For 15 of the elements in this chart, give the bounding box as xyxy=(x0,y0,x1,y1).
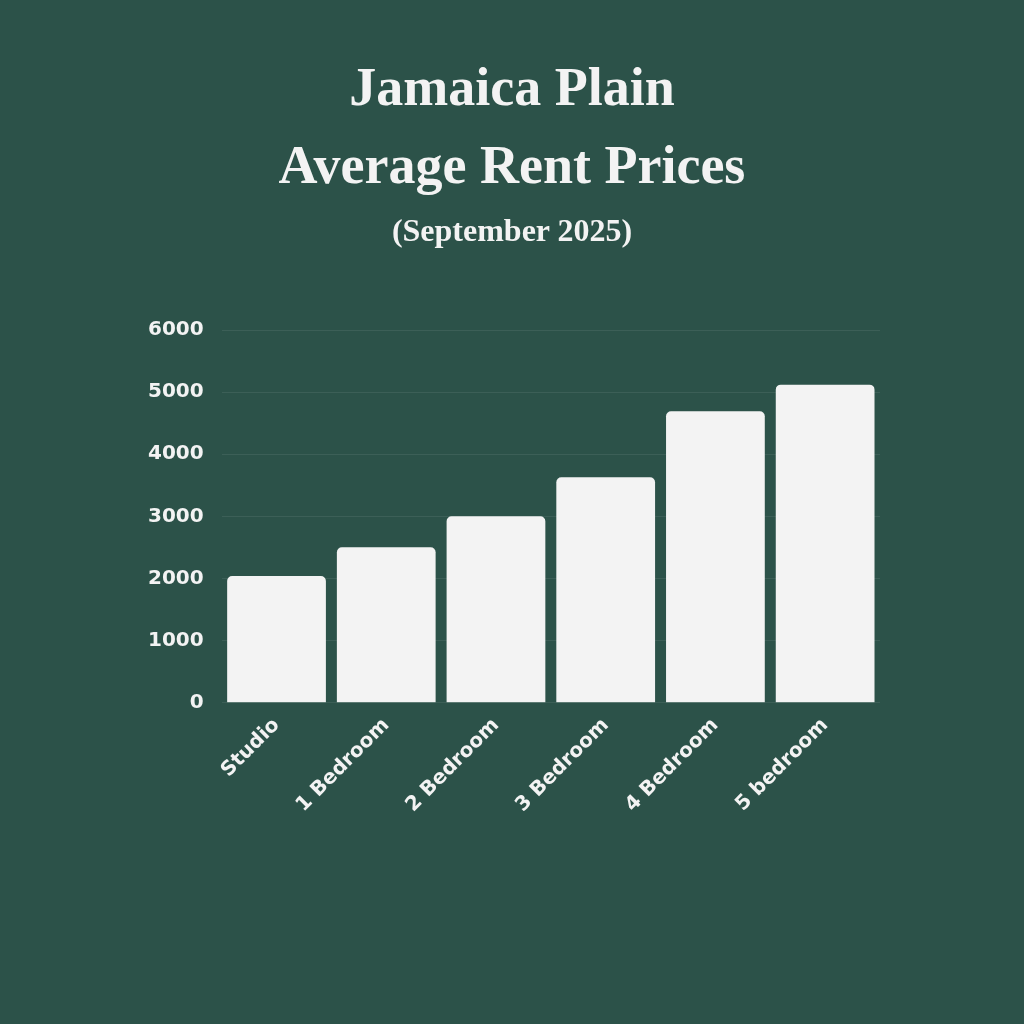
y-tick-label: 2000 xyxy=(147,564,204,589)
bar xyxy=(446,516,546,703)
y-tick-label: 4000 xyxy=(147,440,204,465)
y-tick-label: 5000 xyxy=(147,378,204,403)
bar xyxy=(227,575,326,703)
y-tick-label: 1000 xyxy=(147,626,204,651)
y-tick-label: 3000 xyxy=(147,502,204,527)
bar xyxy=(666,411,765,703)
chart-title: Jamaica Plain Average Rent Prices xyxy=(277,56,747,197)
chart-subtitle: (September 2025) xyxy=(390,212,634,249)
y-tick-label: 0 xyxy=(189,688,204,713)
bar xyxy=(336,547,436,703)
bar xyxy=(556,477,656,703)
y-tick-label: 6000 xyxy=(147,316,204,341)
bar xyxy=(775,384,875,703)
